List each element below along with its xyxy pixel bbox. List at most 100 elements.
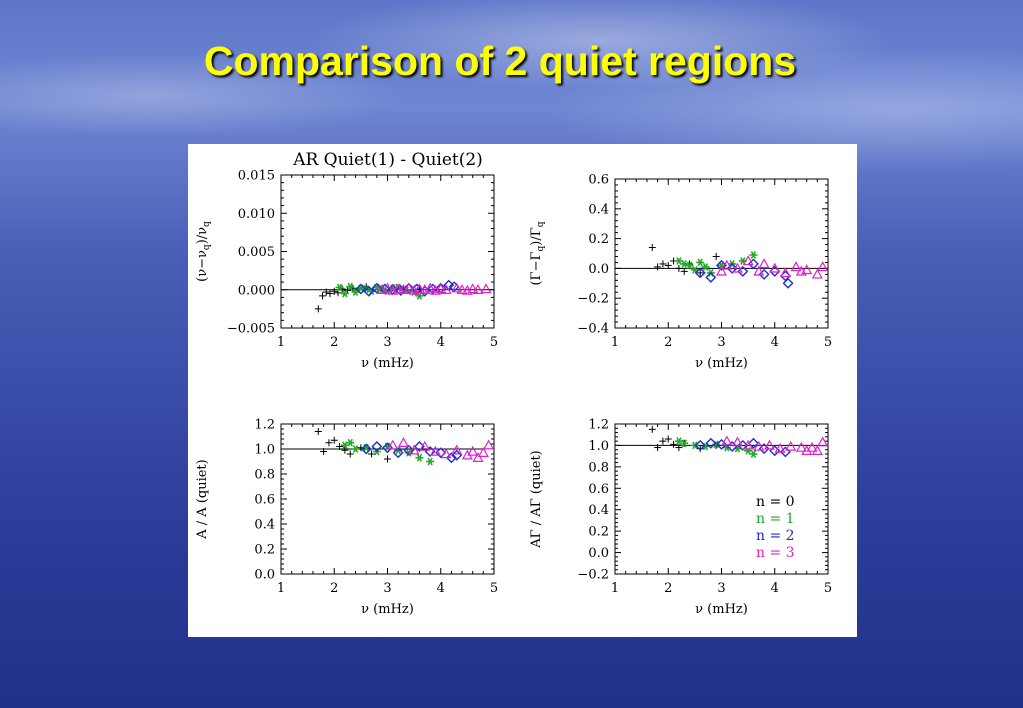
data-point — [384, 455, 391, 463]
data-point — [715, 265, 728, 276]
data-point — [371, 282, 383, 294]
triangle-marker — [397, 437, 409, 447]
triangle-marker — [408, 444, 420, 455]
triangle-marker — [472, 452, 484, 462]
data-point — [696, 269, 704, 277]
x-tick-label: 5 — [824, 581, 832, 596]
triangle-marker — [480, 283, 492, 294]
x-axis-label: ν (mHz) — [695, 356, 748, 371]
y-tick-label: 1.2 — [254, 418, 275, 433]
triangle-marker — [472, 284, 484, 294]
data-point — [330, 287, 338, 295]
plot-2 — [614, 178, 829, 329]
data-point — [694, 267, 706, 279]
x-tick-label: 1 — [611, 335, 619, 350]
data-point — [758, 258, 770, 269]
diamond-marker — [445, 452, 457, 464]
asterisk-arm — [416, 453, 423, 462]
y-tick-label: 0.000 — [238, 283, 275, 298]
data-point — [451, 282, 463, 293]
series-n3 — [387, 437, 495, 462]
diamond-marker — [737, 265, 749, 277]
data-point — [749, 450, 758, 458]
legend: n = 0n = 1n = 2n = 3 — [756, 494, 795, 561]
diamond-marker — [371, 282, 383, 294]
data-point — [753, 265, 765, 276]
data-point — [382, 442, 393, 454]
legend-entry: n = 2 — [756, 528, 795, 544]
diamond-marker — [363, 285, 375, 297]
plot-frame — [614, 178, 829, 329]
data-point — [346, 438, 355, 447]
legend-entry: n = 3 — [756, 545, 795, 561]
data-point — [648, 425, 656, 433]
y-tick-label: 0.010 — [238, 207, 275, 222]
triangle-marker — [769, 262, 781, 273]
data-point — [763, 439, 775, 450]
data-point — [429, 445, 441, 456]
data-point — [413, 283, 425, 294]
data-point — [648, 244, 656, 252]
data-point — [769, 262, 781, 273]
data-point — [795, 441, 807, 452]
data-point — [753, 440, 765, 451]
data-point — [685, 261, 694, 270]
x-tick-label: 5 — [490, 335, 498, 350]
diamond-marker — [694, 267, 706, 279]
data-point — [675, 444, 683, 452]
asterisk-arm — [740, 257, 746, 265]
diamond-marker — [392, 447, 404, 459]
y-tick-label: 0.0 — [588, 262, 609, 277]
data-point — [408, 444, 420, 455]
data-point — [680, 439, 689, 448]
x-axis-label: ν (mHz) — [361, 356, 414, 371]
triangle-marker — [758, 258, 770, 269]
x-tick-label: 1 — [277, 581, 285, 596]
figure-svg: AR Quiet(1) - Quiet(2) 1 2 3 4 5 −0.005 0.000 0… — [195, 150, 832, 617]
y-axis-label: A / A (quiet) — [195, 459, 210, 539]
x-tick-label: 4 — [437, 335, 445, 350]
triangle-marker — [801, 264, 813, 275]
x-tick-label: 4 — [437, 581, 445, 596]
triangle-marker — [381, 282, 394, 293]
triangle-marker — [721, 435, 733, 446]
triangle-marker — [731, 436, 743, 447]
y-axis-label: AΓ / AΓ (quiet) — [529, 450, 544, 549]
series-n0 — [314, 428, 391, 463]
data-point — [664, 261, 672, 269]
plot-1 — [280, 174, 495, 329]
data-point — [426, 457, 435, 466]
data-point — [696, 258, 705, 267]
triangle-marker — [451, 282, 463, 293]
data-point — [774, 442, 786, 453]
series-n0 — [648, 425, 720, 453]
triangle-marker — [801, 445, 813, 455]
y-tick-label: 0.6 — [588, 482, 609, 497]
data-point — [694, 439, 706, 451]
data-point — [320, 448, 328, 455]
data-point — [360, 443, 372, 455]
y-tick-label: 1.2 — [588, 418, 609, 433]
y-tick-label: 0.0 — [588, 546, 609, 561]
data-point — [314, 428, 322, 435]
y-tick-label: 0.4 — [588, 503, 609, 518]
y-tick-label: 0.6 — [588, 173, 609, 188]
data-point — [424, 282, 436, 293]
asterisk-arm — [352, 445, 359, 453]
data-point — [790, 261, 802, 272]
triangle-marker — [731, 262, 743, 273]
triangle-marker — [392, 283, 404, 294]
data-point — [716, 438, 727, 450]
data-point — [322, 288, 330, 296]
data-point — [363, 285, 375, 297]
plot-4: n = 0n = 1n = 2n = 3 — [614, 423, 829, 575]
series-n3 — [721, 435, 829, 455]
data-point — [782, 277, 794, 289]
x-tick-label: 3 — [717, 335, 725, 350]
diamond-marker — [705, 437, 717, 449]
data-point — [758, 268, 770, 280]
triangle-marker — [742, 255, 754, 266]
y-axis-label: (ν−νq)/νq — [195, 221, 212, 282]
x-tick-label: 2 — [330, 335, 338, 350]
x-tick-label: 1 — [277, 335, 285, 350]
